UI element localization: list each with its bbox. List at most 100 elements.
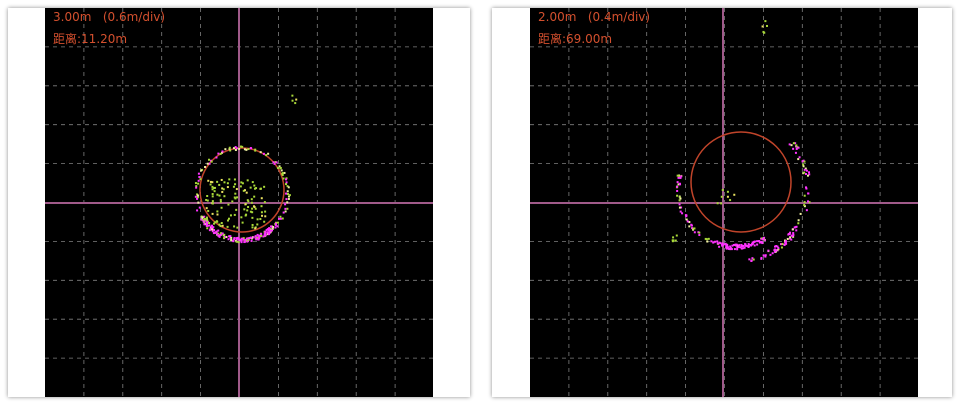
scan-point — [203, 215, 206, 218]
scan-point — [285, 181, 288, 184]
scan-point — [220, 232, 223, 235]
scan-point — [235, 147, 238, 150]
scan-point — [773, 248, 776, 251]
scan-point — [254, 149, 257, 152]
scan-point — [205, 207, 208, 210]
scan-point — [210, 225, 213, 228]
scan-point — [220, 206, 223, 209]
scan-point — [764, 254, 767, 257]
scan-point — [248, 237, 251, 240]
scan-point — [756, 240, 759, 243]
scan-point — [230, 236, 233, 239]
scan-point — [274, 226, 277, 229]
scan-point — [792, 232, 795, 235]
scan-point — [227, 238, 230, 241]
scan-point — [747, 243, 750, 246]
scan-point — [199, 178, 202, 181]
scan-point — [196, 209, 199, 212]
scan-point — [201, 218, 204, 221]
scan-point — [808, 201, 811, 204]
scan-point — [260, 234, 263, 237]
scan-point — [291, 94, 294, 97]
scan-point — [803, 205, 806, 208]
scan-point — [250, 237, 253, 240]
left-scan-view[interactable]: 3.00m (0.6m/div) 距离:11.20m — [45, 8, 433, 397]
scan-point — [240, 181, 243, 184]
scan-point — [219, 200, 222, 203]
scan-point — [676, 194, 679, 197]
scan-point — [788, 143, 791, 146]
scan-point — [808, 171, 811, 174]
scan-point — [215, 230, 218, 233]
scan-point — [213, 186, 216, 189]
scan-point — [762, 254, 765, 257]
scan-point — [705, 238, 708, 241]
scan-point — [678, 203, 681, 206]
scan-point — [762, 30, 765, 33]
scan-point — [196, 194, 199, 197]
scan-point — [250, 201, 253, 204]
scan-point — [286, 193, 289, 196]
scan-point — [234, 197, 237, 200]
scan-point — [216, 233, 219, 236]
scan-point — [761, 241, 764, 244]
scan-point — [208, 158, 211, 161]
scan-point — [751, 257, 754, 260]
scan-point — [246, 209, 249, 212]
scan-point — [795, 145, 798, 148]
scan-point — [256, 237, 259, 240]
scan-point — [704, 237, 707, 240]
right-distance-label: 距离:69.00m — [538, 32, 613, 46]
scan-point — [264, 215, 267, 218]
scan-point — [256, 233, 259, 236]
scan-point — [223, 195, 226, 198]
scan-point — [259, 218, 262, 221]
scan-point — [228, 217, 231, 220]
right-scan-view[interactable]: 2.00m (0.4m/div) 距离:69.00m — [530, 8, 918, 397]
right-scale-label: 2.00m (0.4m/div) — [538, 10, 651, 24]
scan-point — [738, 244, 741, 247]
scan-point — [284, 203, 287, 206]
scan-point — [807, 200, 810, 203]
scan-point — [234, 149, 237, 152]
scan-point — [680, 175, 683, 178]
scan-point — [784, 240, 787, 243]
scan-point — [255, 187, 258, 190]
scan-point — [764, 20, 767, 23]
scan-point — [218, 183, 221, 186]
scan-point — [716, 242, 719, 245]
scan-point — [211, 185, 214, 188]
scan-point — [205, 221, 208, 224]
scan-point — [216, 180, 219, 183]
scan-point — [263, 220, 266, 223]
scan-point — [195, 186, 198, 189]
scan-point — [241, 221, 244, 224]
scan-point — [219, 152, 222, 155]
scan-point — [247, 205, 250, 208]
scan-point — [774, 245, 777, 248]
scan-point — [206, 219, 209, 222]
scan-point — [735, 243, 738, 246]
scan-point — [194, 182, 197, 185]
scan-point — [268, 227, 271, 230]
scan-point — [797, 146, 800, 149]
scan-point — [739, 246, 742, 249]
scan-point — [206, 227, 209, 230]
scan-point — [804, 172, 807, 175]
scan-point — [716, 202, 719, 205]
scan-point — [249, 236, 252, 239]
scan-point — [802, 163, 805, 166]
scan-point — [203, 217, 206, 220]
scan-point — [201, 216, 204, 219]
scan-point — [232, 240, 235, 243]
scan-point — [691, 227, 694, 230]
scan-point — [247, 238, 250, 241]
scan-point — [256, 218, 259, 221]
scan-point — [211, 188, 214, 191]
scan-point — [279, 166, 282, 169]
scan-point — [203, 221, 206, 224]
scan-point — [222, 188, 225, 191]
scan-point — [803, 168, 806, 171]
scan-point — [211, 228, 214, 231]
scan-point — [200, 169, 203, 172]
